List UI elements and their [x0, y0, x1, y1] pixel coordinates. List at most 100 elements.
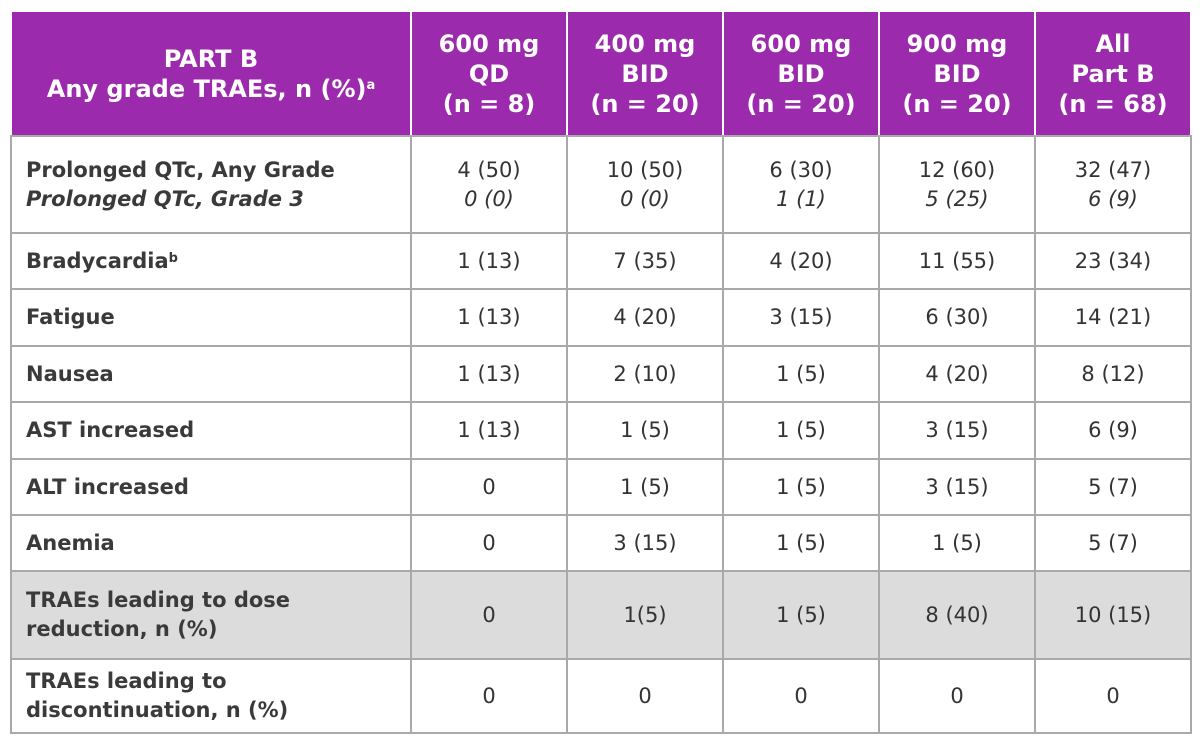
value-text: 3 (15) [925, 474, 989, 499]
column-header-line: 600 mg [438, 29, 540, 58]
value-cell: 5 (7) [1034, 514, 1192, 572]
column-header: 400 mg BID (n = 20) [566, 10, 724, 137]
value-text: 1 (5) [776, 474, 826, 499]
value-cell: 3 (15) [878, 458, 1036, 516]
value-cell: 1 (5) [722, 514, 880, 572]
value-text: 3 (15) [925, 418, 989, 442]
value-text: 0 [482, 474, 496, 499]
label-text: Fatigue [26, 305, 115, 329]
value-text: 8 (40) [925, 602, 989, 627]
value-cell: 1 (13) [410, 345, 568, 403]
row-label: ALT increased [10, 458, 412, 516]
value-cell: 1 (5) [878, 514, 1036, 572]
value-text: 1 (5) [932, 530, 982, 555]
column-header-line: (n = 20) [590, 89, 700, 118]
value-text: 0 [638, 683, 652, 708]
value-text: 1 (5) [620, 474, 670, 499]
value-text: 12 (60) [918, 157, 996, 182]
value-cell: 4 (20) [566, 288, 724, 347]
value-text: 6 (9) [1088, 418, 1138, 442]
value-cell: 4 (20) [878, 345, 1036, 403]
value-cell: 10 (15) [1034, 570, 1192, 660]
value-cell: 32 (47) 6 (9) [1034, 135, 1192, 234]
row-label: AST increased [10, 401, 412, 460]
header-cell: PART B Any grade TRAEs, n (%)a [10, 10, 412, 137]
value-cell: 0 [566, 658, 724, 734]
value-text: 1 (5) [776, 602, 826, 627]
value-cell: 11 (55) [878, 232, 1036, 290]
row-label: TRAEs leading to discontinuation, n (%) [10, 658, 412, 734]
value-text: 3 (15) [769, 305, 833, 329]
value-cell: 8 (12) [1034, 345, 1192, 403]
row-label-text: Nausea [26, 360, 394, 389]
value-text: 4 (20) [769, 248, 833, 273]
value-cell: 1 (5) [722, 401, 880, 460]
value-cell: 14 (21) [1034, 288, 1192, 347]
value-text: 32 (47) [1074, 157, 1152, 182]
column-header-line: 900 mg [906, 29, 1008, 58]
row-label-text: TRAEs leading to dose reduction, n (%) [26, 586, 394, 644]
value-text: 7 (35) [613, 248, 677, 273]
value-cell: 12 (60) 5 (25) [878, 135, 1036, 234]
column-header-line: 400 mg [594, 29, 696, 58]
footnote-mark: a [366, 77, 376, 93]
value-text: 1 (5) [620, 418, 670, 442]
header-row: PART B Any grade TRAEs, n (%)a 600 mg QD (n… [10, 10, 1192, 137]
column-header-line: BID [777, 59, 825, 88]
value-text: 3 (15) [613, 530, 677, 555]
column-header: 900 mg BID (n = 20) [878, 10, 1036, 137]
value-text: 6 (30) [925, 305, 989, 329]
value-text: 5 (7) [1088, 474, 1138, 499]
value-text: 1 (13) [457, 248, 521, 273]
value-cell: 0 [1034, 658, 1192, 734]
value-text: 1 (13) [457, 361, 521, 386]
table-row: Bradycardiab 1 (13) 7 (35) 4 (20) 11 (55) 23 … [10, 232, 1192, 290]
row-label: TRAEs leading to dose reduction, n (%) [10, 570, 412, 660]
value-cell: 1(5) [566, 570, 724, 660]
row-label-text: AST increased [26, 416, 394, 445]
row-label: Bradycardiab [10, 232, 412, 290]
value-text: 2 (10) [613, 361, 677, 386]
value-text: 0 [482, 683, 496, 708]
label-text: Prolonged QTc, Any Grade [26, 157, 335, 182]
value-cell: 1 (5) [722, 458, 880, 516]
row-label-text: Anemia [26, 529, 394, 558]
sub-value-text: 1 (1) [776, 186, 826, 211]
value-cell: 0 [410, 514, 568, 572]
value-text: 5 (7) [1088, 530, 1138, 555]
value-cell: 3 (15) [722, 288, 880, 347]
column-header-line: (n = 20) [902, 89, 1012, 118]
column-header-line: (n = 20) [746, 89, 856, 118]
column-header-line: Part B [1071, 59, 1155, 88]
value-cell: 1 (5) [566, 401, 724, 460]
value-cell: 0 [410, 658, 568, 734]
value-text: 4 (50) [457, 157, 521, 182]
value-cell: 0 [722, 658, 880, 734]
table-row: TRAEs leading to dose reduction, n (%) 0 1… [10, 570, 1192, 660]
row-sub-label: Prolonged QTc, Grade 3 [26, 186, 304, 211]
value-text: 4 (20) [925, 361, 989, 386]
value-text: 1 (5) [776, 361, 826, 386]
row-label-text: Bradycardiab [26, 247, 394, 276]
table-row: Anemia 0 3 (15) 1 (5) 1 (5) 5 (7) [10, 514, 1192, 572]
row-label-text: ALT increased [26, 473, 394, 502]
value-cell: 2 (10) [566, 345, 724, 403]
value-cell: 6 (30) [878, 288, 1036, 347]
header-subtitle: Any grade TRAEs, n (%)a [12, 74, 410, 104]
value-cell: 0 [878, 658, 1036, 734]
adverse-events-table: PART B Any grade TRAEs, n (%)a 600 mg QD (n… [10, 10, 1192, 734]
value-text: 1 (13) [457, 305, 521, 329]
value-text: 4 (20) [613, 305, 677, 329]
value-cell: 1 (13) [410, 232, 568, 290]
sub-value-text: 6 (9) [1088, 186, 1138, 211]
label-text: TRAEs leading to discontinuation, n (%) [26, 669, 289, 722]
value-text: 8 (12) [1081, 361, 1145, 386]
row-label: Prolonged QTc, Any Grade Prolonged QTc, G… [10, 135, 412, 234]
sub-value-text: 0 (0) [620, 186, 670, 211]
value-text: 1 (13) [457, 418, 521, 442]
value-text: 1(5) [623, 602, 667, 627]
value-cell: 3 (15) [878, 401, 1036, 460]
row-label: Anemia [10, 514, 412, 572]
sub-value-text: 0 (0) [464, 186, 514, 211]
